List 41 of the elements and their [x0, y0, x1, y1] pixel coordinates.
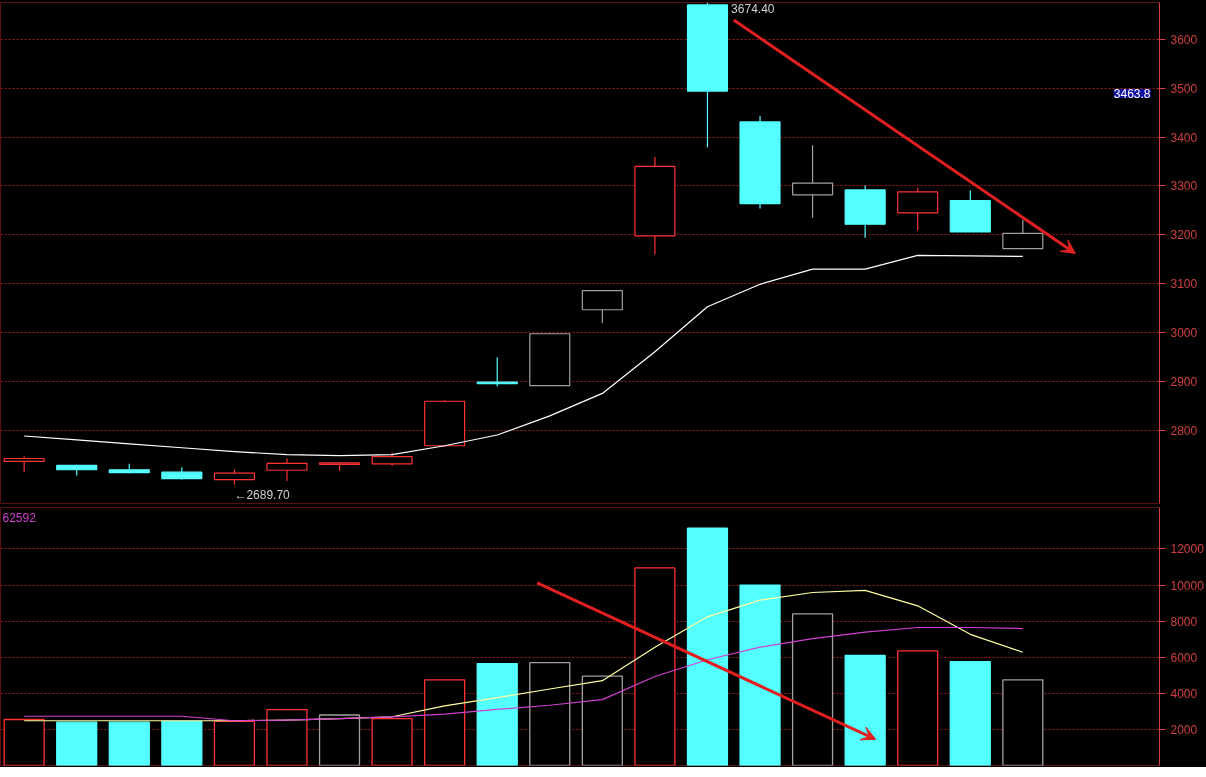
annotation: 62592: [2, 510, 37, 525]
y-tick-label: 8000: [1170, 614, 1198, 629]
text: 3463.8: [1113, 87, 1151, 101]
bar: [108, 721, 150, 766]
bar: [791, 613, 834, 766]
bar: [581, 675, 623, 766]
y-tick-label: 3000: [1170, 326, 1198, 341]
bar: [424, 679, 466, 766]
y-tick-label: 6000: [1170, 650, 1198, 665]
bar: [844, 654, 886, 766]
bar: [56, 721, 98, 766]
annotation: 3674.40: [731, 1, 775, 16]
y-tick-label: 10000: [1170, 578, 1205, 593]
y-tick-label: 3200: [1170, 228, 1198, 243]
y-tick-label: 2800: [1170, 424, 1198, 439]
y-tick-label: 2000: [1170, 722, 1198, 737]
y-tick-label: 3100: [1170, 277, 1198, 292]
bar: [371, 717, 413, 766]
y-tick-label: 3400: [1170, 130, 1198, 145]
bar: [3, 718, 45, 766]
bar: [1002, 679, 1044, 766]
bar: [213, 720, 256, 766]
bar: [897, 650, 939, 766]
annotation: ←2689.70: [234, 487, 291, 502]
line-series: [23, 254, 1024, 457]
y-tick-label: 3500: [1170, 81, 1198, 96]
bar: [318, 714, 361, 766]
bar: [739, 584, 781, 766]
y-tick-label: 2900: [1170, 375, 1198, 390]
bar: [634, 567, 676, 766]
bar: [266, 708, 308, 766]
bar: [529, 662, 571, 766]
y-tick-label: 12000: [1170, 542, 1205, 557]
y-tick-label: 3300: [1170, 179, 1198, 194]
y-tick-label: 4000: [1170, 686, 1198, 701]
bar: [686, 527, 729, 766]
y-tick-label: 3600: [1170, 32, 1198, 47]
bar: [476, 662, 518, 766]
line-series: [23, 626, 1024, 722]
bar: [949, 661, 991, 766]
bar: [161, 720, 203, 766]
